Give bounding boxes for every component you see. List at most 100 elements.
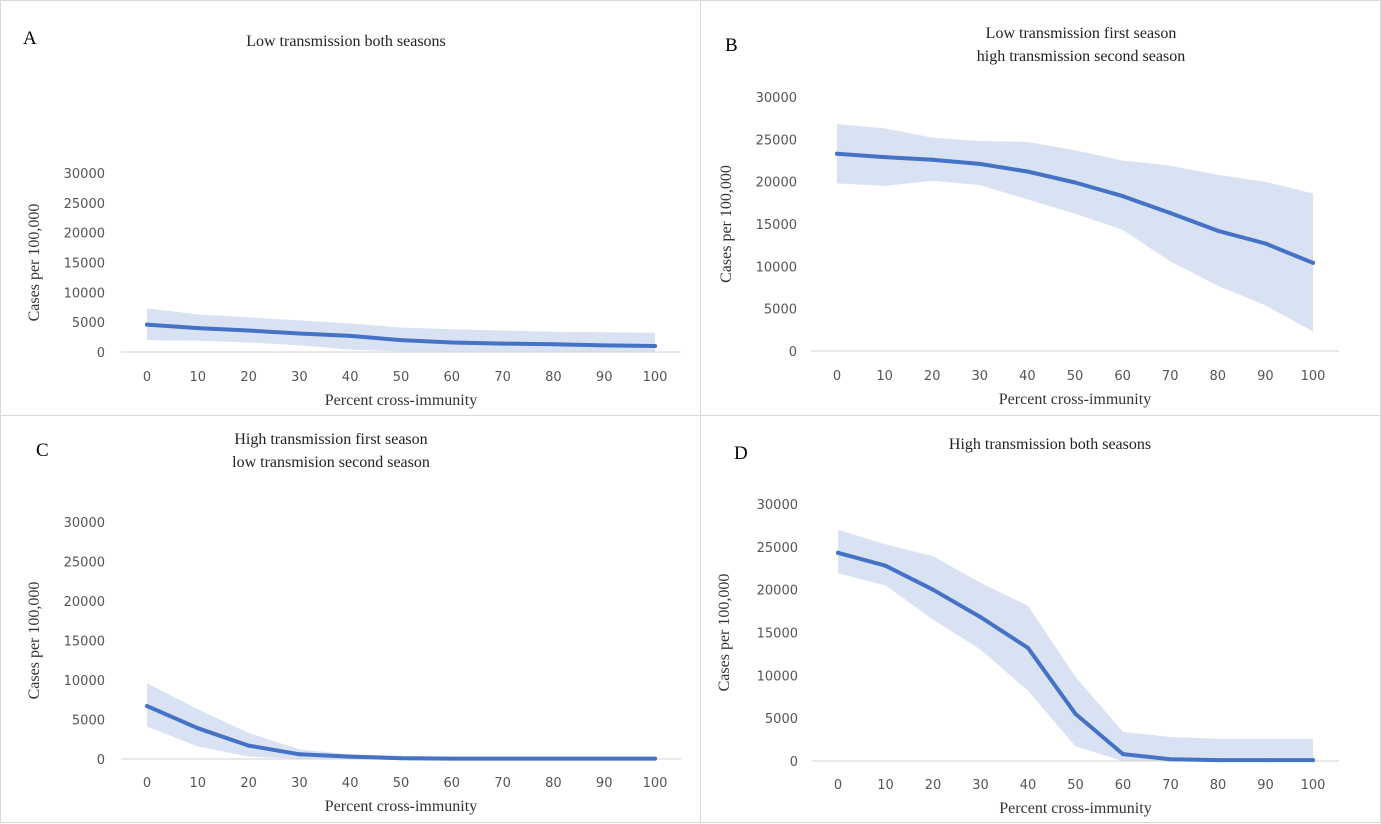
data-point-b-10 [882, 155, 887, 160]
data-point-a-90 [602, 343, 607, 348]
panel-letter-b: B [725, 35, 738, 56]
x-tick-label-d-70: 70 [1162, 778, 1179, 793]
panel-d: D High transmission both seasons 0 5000 1000… [700, 415, 1381, 823]
confidence-band-c [147, 683, 655, 759]
chart-title-c-line-1: High transmission first season [234, 431, 427, 448]
chart-c-svg: C High transmission first season low trans… [26, 431, 681, 815]
data-point-c-90 [602, 756, 607, 761]
chart-b-svg: B Low transmission first season high trans… [718, 25, 1339, 408]
data-point-b-50 [1073, 180, 1077, 185]
data-point-b-0 [835, 151, 839, 156]
data-point-c-100 [653, 756, 657, 761]
data-point-b-40 [1025, 169, 1030, 174]
y-tick-label-a-15000: 15000 [64, 257, 105, 272]
data-point-a-10 [195, 326, 200, 331]
x-tick-label-a-20: 20 [240, 370, 257, 385]
data-point-c-30 [297, 752, 302, 757]
confidence-band-b [837, 124, 1313, 332]
y-tick-label-b-25000: 25000 [756, 133, 797, 148]
y-tick-label-c-20000: 20000 [64, 595, 105, 610]
data-point-c-20 [246, 743, 251, 748]
confidence-band-a [147, 308, 655, 352]
chart-title-b-line-1: Low transmission first season [986, 25, 1177, 42]
data-point-d-20 [931, 587, 935, 592]
x-tick-label-c-70: 70 [494, 776, 511, 791]
y-tick-label-b-20000: 20000 [756, 176, 797, 191]
data-point-c-80 [551, 756, 556, 761]
x-tick-label-c-60: 60 [444, 776, 461, 791]
data-point-d-10 [883, 563, 888, 568]
y-axis-title-c: Cases per 100,000 [26, 582, 43, 700]
x-tick-label-d-90: 90 [1257, 778, 1274, 793]
y-tick-label-c-30000: 30000 [64, 516, 105, 531]
x-tick-label-a-50: 50 [393, 370, 410, 385]
x-axis-title-a: Percent cross-immunity [325, 392, 477, 409]
x-tick-label-d-0: 0 [834, 778, 842, 793]
data-point-d-100 [1311, 758, 1315, 763]
y-tick-label-c-10000: 10000 [64, 674, 105, 689]
data-point-a-70 [500, 341, 505, 346]
x-tick-label-d-80: 80 [1210, 778, 1227, 793]
panel-letter-d: D [734, 443, 748, 464]
x-axis-title-b: Percent cross-immunity [999, 391, 1151, 408]
y-tick-label-a-0: 0 [97, 346, 105, 361]
x-tick-label-d-40: 40 [1020, 778, 1037, 793]
data-point-a-80 [551, 342, 556, 347]
x-tick-label-d-50: 50 [1067, 778, 1084, 793]
x-tick-label-c-0: 0 [143, 776, 151, 791]
x-tick-label-a-30: 30 [291, 370, 308, 385]
y-tick-label-c-15000: 15000 [64, 635, 105, 650]
y-tick-label-a-25000: 25000 [64, 197, 105, 212]
y-tick-label-c-0: 0 [97, 753, 105, 768]
y-tick-label-a-5000: 5000 [72, 316, 105, 331]
x-tick-label-c-20: 20 [240, 776, 257, 791]
panel-letter-c: C [36, 440, 49, 461]
data-point-d-70 [1168, 757, 1173, 762]
data-point-c-10 [195, 726, 200, 731]
y-tick-label-d-0: 0 [790, 755, 798, 770]
x-tick-label-c-80: 80 [545, 776, 562, 791]
panel-letter-a: A [23, 28, 37, 49]
x-tick-label-b-80: 80 [1210, 369, 1227, 384]
data-point-a-0 [145, 322, 149, 327]
y-tick-label-a-30000: 30000 [64, 167, 105, 182]
y-tick-label-d-25000: 25000 [757, 541, 798, 556]
panel-a: A Low transmission both seasons 0 5000 10000… [0, 0, 701, 416]
x-tick-label-b-100: 100 [1301, 369, 1326, 384]
data-point-d-60 [1121, 752, 1125, 757]
x-tick-label-c-40: 40 [342, 776, 359, 791]
chart-title-d-line-1: High transmission both seasons [949, 436, 1151, 453]
x-tick-label-b-10: 10 [876, 369, 893, 384]
x-tick-label-a-60: 60 [444, 370, 461, 385]
data-point-a-100 [653, 344, 657, 348]
x-tick-label-d-20: 20 [925, 778, 942, 793]
chart-d-svg: D High transmission both seasons050001000… [716, 436, 1339, 817]
x-tick-label-c-100: 100 [643, 776, 668, 791]
panel-b: B Low transmission first season high trans… [700, 0, 1381, 416]
y-axis-title-a: Cases per 100,000 [26, 204, 43, 322]
y-tick-label-a-20000: 20000 [64, 227, 105, 242]
x-tick-label-c-10: 10 [190, 776, 207, 791]
data-point-c-50 [399, 756, 403, 761]
data-point-a-40 [348, 333, 353, 338]
x-tick-label-a-0: 0 [143, 370, 151, 385]
x-tick-label-a-40: 40 [342, 370, 359, 385]
x-tick-label-a-90: 90 [596, 370, 613, 385]
data-point-a-30 [297, 331, 302, 336]
data-point-a-20 [246, 328, 251, 333]
x-tick-label-b-30: 30 [972, 369, 989, 384]
data-point-c-40 [348, 754, 353, 759]
chart-title-c-line-2: low transmision second season [232, 454, 430, 471]
x-axis-title-c: Percent cross-immunity [325, 798, 477, 815]
data-point-c-0 [145, 704, 149, 709]
x-tick-label-d-30: 30 [972, 778, 989, 793]
x-tick-label-c-90: 90 [596, 776, 613, 791]
y-tick-label-b-15000: 15000 [756, 218, 797, 233]
panel-c: C High transmission first season low trans… [0, 415, 701, 823]
x-tick-label-d-100: 100 [1301, 778, 1326, 793]
data-point-c-70 [500, 756, 505, 761]
y-axis-title-d: Cases per 100,000 [716, 574, 733, 692]
x-tick-label-b-60: 60 [1114, 369, 1131, 384]
x-tick-label-b-70: 70 [1162, 369, 1179, 384]
